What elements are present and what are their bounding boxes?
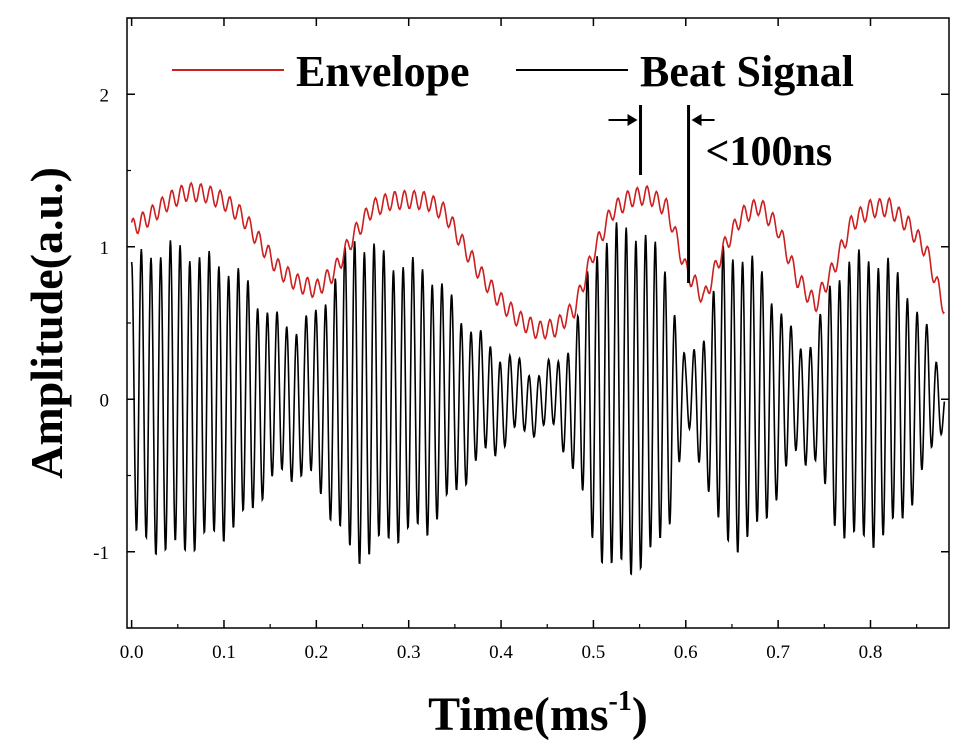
x-tick-label: 0.7	[766, 642, 790, 663]
annotation-arrowhead-right	[691, 114, 702, 126]
x-axis-title: Time(ms-1)	[428, 686, 648, 741]
x-tick-label: 0.1	[212, 642, 236, 663]
annotation-label: <100ns	[706, 129, 833, 175]
x-axis-title-main: Time(ms	[428, 688, 608, 741]
legend: Envelope Beat Signal	[172, 47, 854, 96]
legend-label-envelope: Envelope	[296, 47, 470, 96]
y-tick-label: 1	[100, 238, 110, 259]
x-axis-title-close: )	[632, 688, 648, 741]
plot-frame	[126, 17, 950, 629]
x-tick-label: 0.2	[304, 642, 328, 663]
x-tick-label: 0.4	[489, 642, 513, 663]
series-line-beat-signal	[130, 222, 946, 576]
series-layer	[130, 181, 946, 576]
x-tick-label: 0.3	[397, 642, 421, 663]
y-tick-label: 2	[100, 85, 110, 106]
x-axis-ticks: 0.0 0.1 0.2 0.3 0.4 0.5 0.6 0.7 0.8	[120, 18, 918, 663]
x-tick-label: 0.0	[120, 642, 144, 663]
pulse-width-annotation: <100ns	[608, 105, 833, 283]
y-axis-ticks: -1 0 1 2	[93, 17, 949, 629]
annotation-arrowhead-left	[627, 114, 638, 126]
y-axis-title: Amplitude(a.u.)	[21, 167, 72, 479]
y-tick-label: -1	[93, 543, 109, 564]
x-tick-label: 0.6	[674, 642, 698, 663]
series-line-envelope	[130, 181, 945, 341]
y-tick-label: 0	[100, 390, 110, 411]
x-axis-title-superscript: -1	[609, 686, 632, 717]
x-tick-label: 0.8	[859, 642, 883, 663]
x-tick-label: 0.5	[582, 642, 606, 663]
legend-label-beat-signal: Beat Signal	[640, 47, 854, 96]
